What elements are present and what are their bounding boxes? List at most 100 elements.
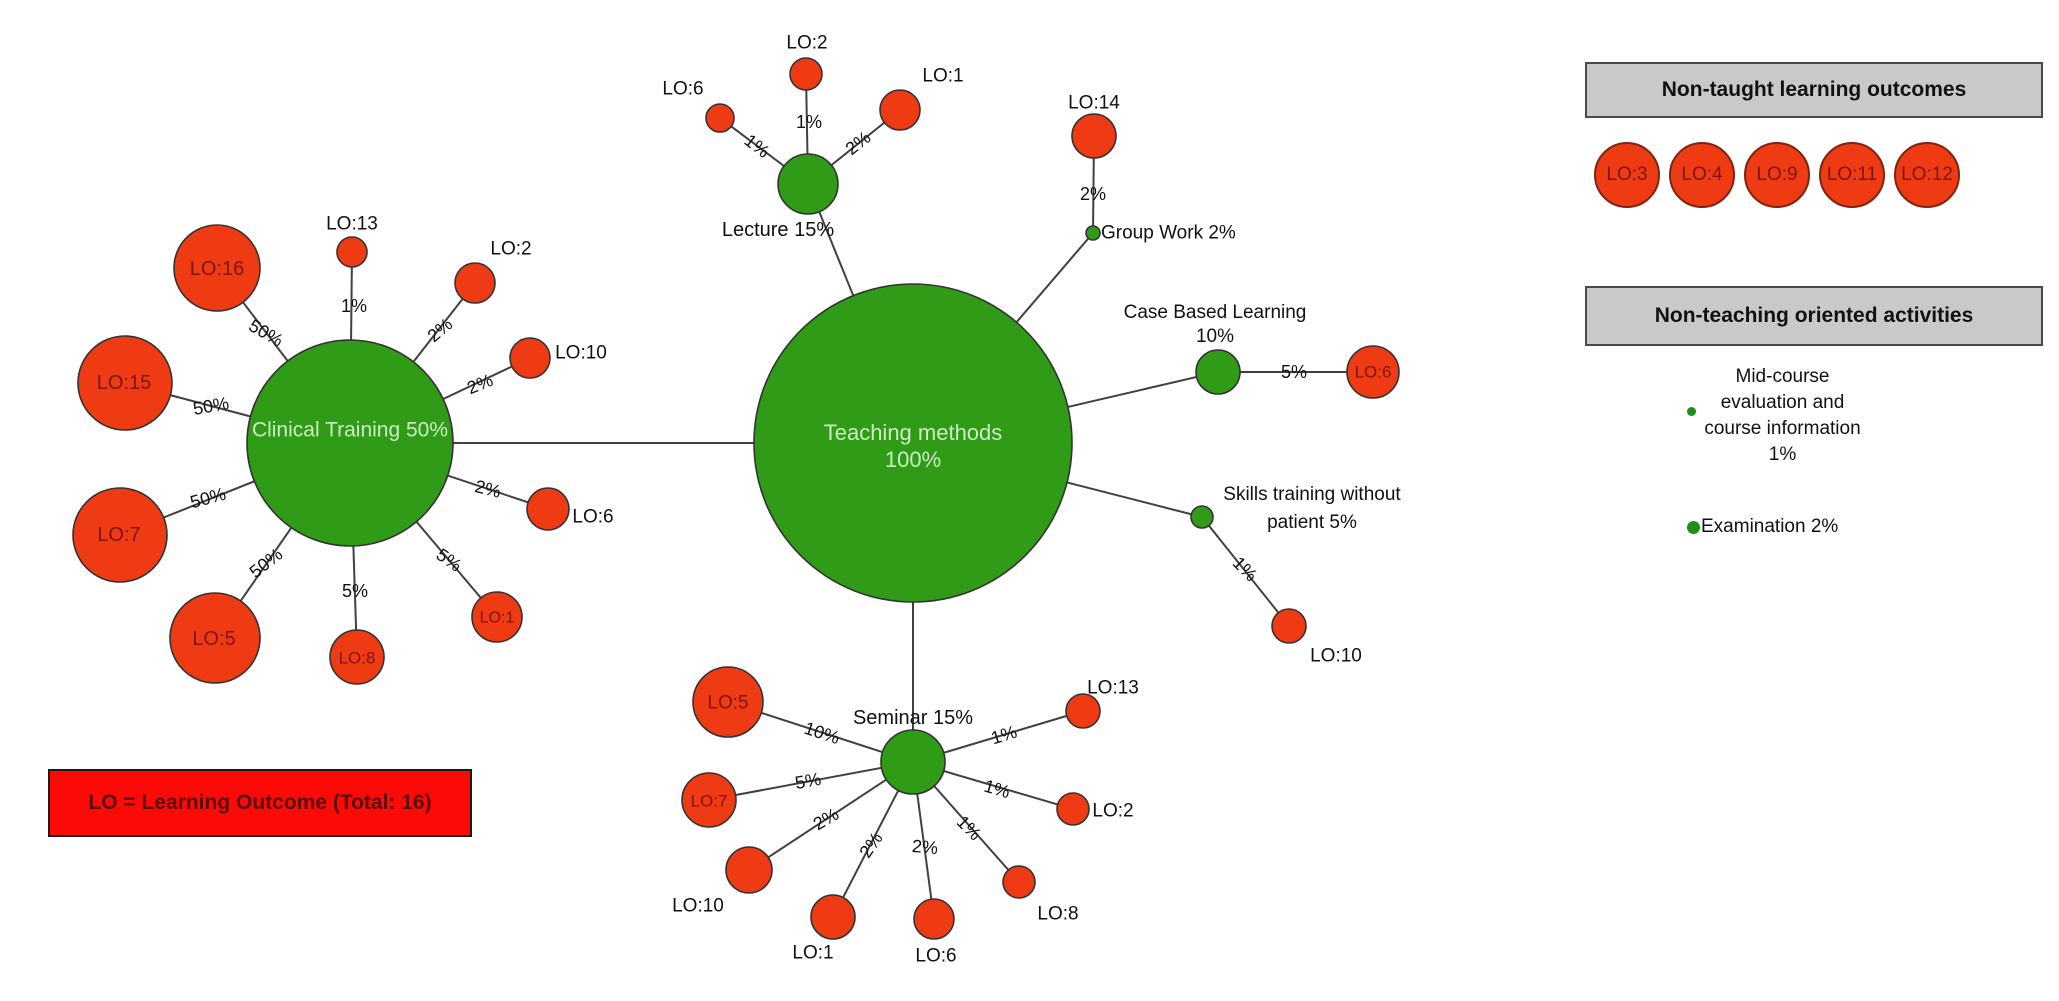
label-se_lo6: LO:6 <box>915 946 956 967</box>
edge-label-clinical-c_lo5: 50% <box>246 544 287 582</box>
label-skills: Skills training without patient 5% <box>1223 484 1401 533</box>
node-c_lo16 <box>173 224 261 312</box>
label-c_lo13: LO:13 <box>326 214 378 235</box>
node-cb_lo6 <box>1346 345 1400 399</box>
node-c_lo15 <box>77 335 173 431</box>
non-taught-lo-node: LO:3 <box>1594 142 1660 208</box>
label-c_lo1: LO:1 <box>480 610 515 627</box>
non-teaching-activities-title: Non-teaching oriented activities <box>1654 304 1974 327</box>
label-se_lo5: LO:5 <box>707 693 748 714</box>
node-se_lo13 <box>1065 693 1101 729</box>
label-c_lo2: LO:2 <box>490 239 531 260</box>
node-casebased <box>1195 349 1241 395</box>
node-l_lo6 <box>705 103 735 133</box>
node-c_lo2 <box>454 262 496 304</box>
non-teaching-activities-header: Non-teaching oriented activities <box>1585 286 2043 346</box>
node-l_lo1 <box>879 89 921 131</box>
node-c_lo8 <box>329 629 385 685</box>
edge-label-seminar-se_lo10: 2% <box>810 804 843 834</box>
node-c_lo7 <box>72 487 168 583</box>
mid-course-line-3: course information <box>1704 418 1861 439</box>
label-l_lo1: LO:1 <box>922 66 963 87</box>
mid-course-node-dot <box>1687 407 1696 416</box>
label-se_lo10: LO:10 <box>672 896 724 917</box>
label-c_lo7: LO:7 <box>97 524 140 546</box>
mid-course-evaluation-item: Mid-course evaluation and course informa… <box>1660 364 1905 468</box>
label-s_lo10: LO:10 <box>1310 646 1362 667</box>
node-s_lo10 <box>1271 608 1307 644</box>
non-taught-outcomes-title: Non-taught learning outcomes <box>1661 78 1967 101</box>
edge-label-clinical-c_lo10: 2% <box>464 370 496 398</box>
mid-course-line-1: Mid-course <box>1735 366 1830 387</box>
mid-course-line-2: evaluation and <box>1720 392 1845 413</box>
node-se_lo7 <box>681 772 737 828</box>
edge-label-groupwork-g_lo14: 2% <box>1080 184 1106 204</box>
label-clinical: Clinical Training 50% <box>252 419 448 442</box>
label-casebased: Case Based Learning 10% <box>1124 302 1307 347</box>
label-lecture: Lecture 15% <box>722 219 835 241</box>
node-se_lo8 <box>1002 865 1036 899</box>
label-se_lo2: LO:2 <box>1092 801 1133 822</box>
edge-label-clinical-c_lo6: 2% <box>473 476 503 502</box>
label-se_lo13: LO:13 <box>1087 678 1139 699</box>
edge-label-seminar-se_lo1: 2% <box>855 829 886 862</box>
edge-label-seminar-se_lo13: 1% <box>989 722 1020 749</box>
node-c_lo5 <box>169 592 261 684</box>
non-taught-lo-node: LO:12 <box>1894 142 1960 208</box>
label-c_lo10: LO:10 <box>555 343 607 364</box>
legend-box: LO = Learning Outcome (Total: 16) <box>48 769 472 837</box>
edge-label-clinical-c_lo1: 5% <box>433 544 466 575</box>
mid-course-percent: 1% <box>1768 444 1797 465</box>
label-c_lo6: LO:6 <box>572 507 613 528</box>
node-se_lo2 <box>1056 792 1090 826</box>
node-c_lo13 <box>336 236 368 268</box>
edge-label-clinical-c_lo15: 50% <box>192 393 231 419</box>
node-g_lo14 <box>1071 113 1117 159</box>
node-skills <box>1190 505 1214 529</box>
edge-label-seminar-se_lo7: 5% <box>793 769 822 793</box>
node-lecture <box>777 153 839 215</box>
edge-label-clinical-c_lo8: 5% <box>342 581 368 601</box>
edge-label-seminar-se_lo6: 2% <box>911 836 939 858</box>
label-c_lo5: LO:5 <box>192 628 235 650</box>
non-taught-lo-node: LO:11 <box>1819 142 1885 208</box>
label-se_lo1: LO:1 <box>792 943 833 964</box>
label-c_lo16: LO:16 <box>190 258 244 280</box>
label-g_lo14: LO:14 <box>1068 93 1120 114</box>
legend-label: LO = Learning Outcome (Total: 16) <box>88 791 432 814</box>
label-c_lo8: LO:8 <box>339 649 376 668</box>
edge-seminar-se_lo7 <box>708 761 914 801</box>
label-c_lo15: LO:15 <box>97 372 151 394</box>
edge-label-lecture-l_lo2: 1% <box>796 112 822 132</box>
node-l_lo2 <box>789 57 823 91</box>
node-se_lo5 <box>692 666 764 738</box>
node-seminar <box>880 729 946 795</box>
non-taught-outcomes-header: Non-taught learning outcomes <box>1585 62 2043 118</box>
edge-label-casebased-cb_lo6: 5% <box>1281 362 1307 382</box>
edge-skills-s_lo10 <box>1201 516 1290 627</box>
node-groupwork <box>1085 225 1101 241</box>
label-l_lo6: LO:6 <box>662 79 703 100</box>
node-clinical <box>246 339 454 547</box>
label-teaching: Teaching methods 100% <box>824 420 1003 472</box>
edge-label-clinical-c_lo13: 1% <box>341 296 367 316</box>
label-groupwork: Group Work 2% <box>1101 223 1236 244</box>
label-se_lo7: LO:7 <box>691 792 728 811</box>
edge-label-lecture-l_lo6: 1% <box>741 130 774 162</box>
label-cb_lo6: LO:6 <box>1355 363 1392 382</box>
edge-label-seminar-se_lo2: 1% <box>982 776 1013 802</box>
non-taught-outcomes-list: LO:3 LO:4 LO:9 LO:11 LO:12 <box>1594 142 1960 208</box>
examination-label: Examination 2% <box>1701 516 1839 537</box>
label-se_lo8: LO:8 <box>1037 904 1078 925</box>
node-se_lo6 <box>913 898 955 940</box>
node-c_lo6 <box>526 487 570 531</box>
edge-label-clinical-c_lo7: 50% <box>188 484 228 513</box>
node-c_lo10 <box>509 337 551 379</box>
examination-item: Examination 2% <box>1687 516 1838 538</box>
non-taught-lo-node: LO:4 <box>1669 142 1735 208</box>
edge-label-clinical-c_lo16: 50% <box>245 315 286 350</box>
edge-label-seminar-se_lo5: 10% <box>802 718 842 748</box>
node-se_lo1 <box>810 894 856 940</box>
